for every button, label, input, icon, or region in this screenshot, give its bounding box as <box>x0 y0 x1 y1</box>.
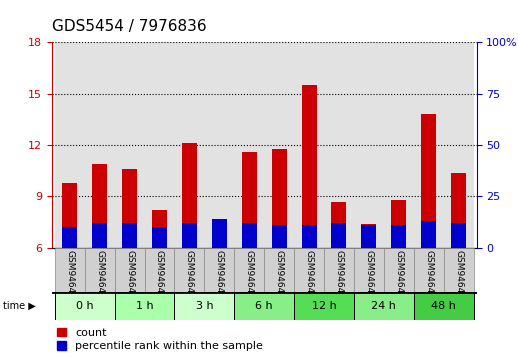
FancyBboxPatch shape <box>85 248 114 292</box>
Text: GSM946474: GSM946474 <box>125 250 134 305</box>
Bar <box>391 225 406 248</box>
Bar <box>301 85 316 248</box>
Text: GSM946476: GSM946476 <box>185 250 194 305</box>
Text: time ▶: time ▶ <box>3 301 35 311</box>
Bar <box>421 114 436 248</box>
Bar <box>234 42 264 248</box>
Bar <box>92 223 107 248</box>
FancyBboxPatch shape <box>354 292 414 320</box>
Text: 6 h: 6 h <box>255 301 273 311</box>
Bar <box>182 223 197 248</box>
Bar <box>451 172 466 248</box>
Bar <box>271 225 286 248</box>
Bar <box>122 223 137 248</box>
FancyBboxPatch shape <box>324 248 354 292</box>
Bar <box>175 42 205 248</box>
Bar <box>362 224 377 248</box>
Text: 3 h: 3 h <box>195 301 213 311</box>
Bar <box>332 223 347 248</box>
Bar <box>414 42 443 248</box>
Bar <box>205 42 234 248</box>
Legend: count, percentile rank within the sample: count, percentile rank within the sample <box>57 328 263 351</box>
Bar <box>421 221 436 248</box>
Bar <box>362 225 377 248</box>
Bar <box>62 227 77 248</box>
FancyBboxPatch shape <box>264 248 294 292</box>
Bar <box>391 200 406 248</box>
FancyBboxPatch shape <box>114 292 175 320</box>
Text: GSM946482: GSM946482 <box>364 250 373 305</box>
Text: GSM946472: GSM946472 <box>65 250 74 305</box>
Bar <box>324 42 354 248</box>
Text: GSM946477: GSM946477 <box>215 250 224 305</box>
FancyBboxPatch shape <box>384 248 414 292</box>
Bar <box>85 42 114 248</box>
Text: GSM946475: GSM946475 <box>155 250 164 305</box>
Bar <box>62 183 77 248</box>
Bar <box>212 219 227 248</box>
Bar <box>294 42 324 248</box>
FancyBboxPatch shape <box>294 248 324 292</box>
FancyBboxPatch shape <box>354 248 384 292</box>
FancyBboxPatch shape <box>114 248 145 292</box>
Bar <box>451 223 466 248</box>
Bar <box>92 164 107 248</box>
Text: GDS5454 / 7976836: GDS5454 / 7976836 <box>52 19 207 34</box>
FancyBboxPatch shape <box>234 292 294 320</box>
FancyBboxPatch shape <box>414 248 443 292</box>
Text: GSM946478: GSM946478 <box>244 250 254 305</box>
Bar <box>301 225 316 248</box>
FancyBboxPatch shape <box>443 248 473 292</box>
Bar <box>443 42 473 248</box>
Text: 1 h: 1 h <box>136 301 153 311</box>
Bar <box>55 42 85 248</box>
FancyBboxPatch shape <box>55 248 85 292</box>
Bar <box>271 149 286 248</box>
Text: GSM946481: GSM946481 <box>335 250 343 305</box>
Text: GSM946480: GSM946480 <box>305 250 313 305</box>
Text: 48 h: 48 h <box>431 301 456 311</box>
Bar <box>242 223 257 248</box>
Bar <box>242 152 257 248</box>
Text: GSM946473: GSM946473 <box>95 250 104 305</box>
Bar <box>212 231 227 248</box>
Text: GSM946479: GSM946479 <box>275 250 284 305</box>
FancyBboxPatch shape <box>414 292 473 320</box>
FancyBboxPatch shape <box>234 248 264 292</box>
Bar <box>264 42 294 248</box>
Bar <box>122 169 137 248</box>
Bar <box>182 143 197 248</box>
FancyBboxPatch shape <box>175 292 234 320</box>
Bar <box>152 227 167 248</box>
Text: GSM946485: GSM946485 <box>454 250 463 305</box>
Text: GSM946483: GSM946483 <box>394 250 404 305</box>
FancyBboxPatch shape <box>175 248 205 292</box>
Bar <box>384 42 414 248</box>
Bar <box>332 202 347 248</box>
Text: GSM946484: GSM946484 <box>424 250 433 305</box>
Bar <box>354 42 384 248</box>
Text: 12 h: 12 h <box>312 301 336 311</box>
FancyBboxPatch shape <box>55 292 114 320</box>
Bar <box>152 210 167 248</box>
Text: 0 h: 0 h <box>76 301 94 311</box>
FancyBboxPatch shape <box>145 248 175 292</box>
FancyBboxPatch shape <box>205 248 234 292</box>
FancyBboxPatch shape <box>294 292 354 320</box>
Text: 24 h: 24 h <box>371 301 396 311</box>
Bar <box>114 42 145 248</box>
Bar <box>145 42 175 248</box>
